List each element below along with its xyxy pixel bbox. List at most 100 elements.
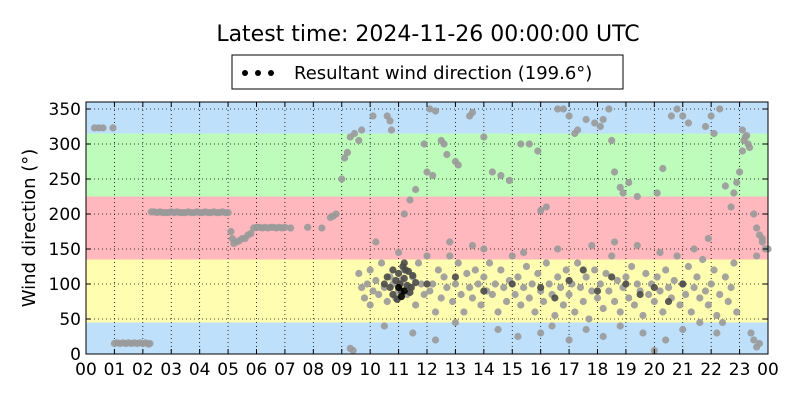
data-point <box>585 315 593 323</box>
data-point <box>542 203 550 211</box>
data-point <box>508 252 516 260</box>
y-axis-label: Wind direction (°) <box>19 149 40 308</box>
data-point <box>497 266 505 274</box>
data-point <box>383 297 391 306</box>
data-point <box>537 206 545 215</box>
data-point <box>400 274 408 282</box>
data-point <box>494 325 502 334</box>
data-point <box>358 126 366 134</box>
data-point <box>716 290 724 299</box>
data-point <box>468 241 477 250</box>
data-point <box>528 280 536 288</box>
data-point <box>343 148 352 156</box>
data-point <box>727 283 735 292</box>
data-point <box>721 182 729 190</box>
data-point <box>355 136 363 145</box>
data-point <box>443 283 451 292</box>
data-point <box>650 283 658 292</box>
data-point <box>402 266 410 274</box>
data-point <box>287 224 295 232</box>
data-point <box>676 301 684 309</box>
data-point <box>247 230 255 238</box>
data-point <box>511 290 519 299</box>
data-point <box>517 140 525 148</box>
x-tick-label: 10 <box>359 360 381 380</box>
data-point <box>400 259 408 267</box>
data-point <box>565 276 573 285</box>
data-point <box>383 273 391 281</box>
data-point <box>440 273 448 281</box>
data-point <box>480 273 488 281</box>
chart-title: Latest time: 2024-11-26 00:00:00 UTC <box>216 22 639 47</box>
data-point <box>730 189 738 197</box>
data-point <box>625 294 633 302</box>
data-point <box>574 126 582 134</box>
data-point <box>628 262 636 271</box>
data-point <box>562 266 570 274</box>
data-point <box>608 273 616 281</box>
data-point <box>377 259 386 267</box>
data-point <box>412 279 420 287</box>
data-point <box>448 297 457 306</box>
data-point <box>710 266 718 274</box>
x-tick-label: 18 <box>587 360 609 380</box>
data-point <box>750 336 758 344</box>
data-point <box>394 269 403 278</box>
data-point <box>608 252 616 260</box>
x-tick-label: 23 <box>729 360 751 380</box>
data-point <box>431 336 440 344</box>
data-point <box>735 168 744 176</box>
data-point <box>406 196 414 204</box>
data-point <box>684 119 693 127</box>
data-point <box>369 112 377 120</box>
data-point <box>636 290 644 299</box>
x-tick-label: 15 <box>501 360 523 380</box>
data-point <box>554 105 562 113</box>
data-point <box>753 224 761 232</box>
data-point <box>645 290 653 299</box>
data-point <box>758 234 766 243</box>
data-point <box>745 143 754 152</box>
data-point <box>743 132 751 140</box>
y-tick-label: 100 <box>49 275 81 295</box>
data-point <box>707 280 715 288</box>
data-point <box>109 124 117 132</box>
data-point <box>704 301 712 309</box>
data-point <box>468 294 477 302</box>
data-point <box>372 238 380 246</box>
data-point <box>716 105 724 113</box>
data-point <box>696 318 704 327</box>
data-point <box>747 329 755 337</box>
data-point <box>457 290 465 299</box>
data-point <box>591 119 599 127</box>
data-point <box>576 283 585 292</box>
x-tick-label: 21 <box>672 360 694 380</box>
data-point <box>721 273 729 281</box>
data-point <box>727 203 735 211</box>
data-point <box>599 115 607 124</box>
data-point <box>630 301 639 309</box>
data-point <box>679 112 687 120</box>
data-point <box>610 168 619 176</box>
data-point <box>662 266 670 274</box>
data-point <box>670 276 678 285</box>
data-point <box>366 266 374 274</box>
data-point <box>690 245 698 253</box>
data-point <box>429 171 437 180</box>
data-point <box>653 273 661 281</box>
x-tick-label: 00 <box>75 360 97 380</box>
data-point <box>389 290 397 299</box>
data-point <box>505 176 514 184</box>
data-point <box>574 259 582 267</box>
data-point <box>656 248 664 257</box>
data-point <box>556 283 565 292</box>
data-point <box>525 294 533 302</box>
data-point <box>407 283 415 292</box>
x-tick-label: 12 <box>416 360 438 380</box>
data-point <box>451 273 460 281</box>
data-point <box>460 308 468 316</box>
y-tick-label: 0 <box>70 345 81 365</box>
data-point <box>491 280 499 288</box>
data-point <box>537 329 545 337</box>
